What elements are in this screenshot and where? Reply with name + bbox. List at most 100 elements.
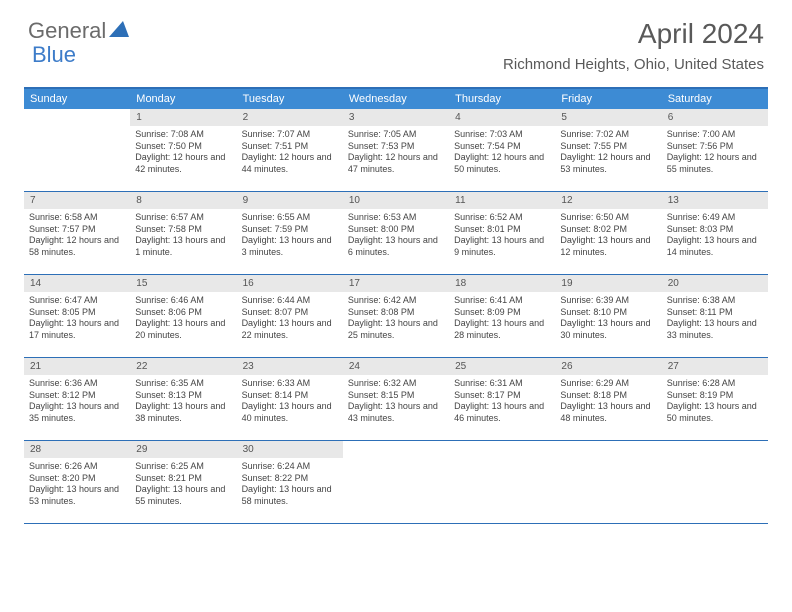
day-content: Sunrise: 6:50 AMSunset: 8:02 PMDaylight:… xyxy=(555,209,661,263)
day-number: 18 xyxy=(449,275,555,292)
day-cell: 3Sunrise: 7:05 AMSunset: 7:53 PMDaylight… xyxy=(343,109,449,191)
day-content: Sunrise: 6:42 AMSunset: 8:08 PMDaylight:… xyxy=(343,292,449,346)
week-row: 1Sunrise: 7:08 AMSunset: 7:50 PMDaylight… xyxy=(24,109,768,192)
sunset-text: Sunset: 7:55 PM xyxy=(560,141,656,153)
daylight-text: Daylight: 12 hours and 53 minutes. xyxy=(560,152,656,175)
day-content: Sunrise: 6:49 AMSunset: 8:03 PMDaylight:… xyxy=(662,209,768,263)
sunset-text: Sunset: 7:56 PM xyxy=(667,141,763,153)
day-content: Sunrise: 7:02 AMSunset: 7:55 PMDaylight:… xyxy=(555,126,661,180)
day-cell: 18Sunrise: 6:41 AMSunset: 8:09 PMDayligh… xyxy=(449,275,555,357)
day-content: Sunrise: 6:58 AMSunset: 7:57 PMDaylight:… xyxy=(24,209,130,263)
sunset-text: Sunset: 8:17 PM xyxy=(454,390,550,402)
sunset-text: Sunset: 8:08 PM xyxy=(348,307,444,319)
day-content: Sunrise: 6:35 AMSunset: 8:13 PMDaylight:… xyxy=(130,375,236,429)
day-content: Sunrise: 6:44 AMSunset: 8:07 PMDaylight:… xyxy=(237,292,343,346)
daylight-text: Daylight: 13 hours and 48 minutes. xyxy=(560,401,656,424)
sunset-text: Sunset: 8:02 PM xyxy=(560,224,656,236)
day-cell: 7Sunrise: 6:58 AMSunset: 7:57 PMDaylight… xyxy=(24,192,130,274)
day-content: Sunrise: 6:39 AMSunset: 8:10 PMDaylight:… xyxy=(555,292,661,346)
day-number: 28 xyxy=(24,441,130,458)
day-cell: 13Sunrise: 6:49 AMSunset: 8:03 PMDayligh… xyxy=(662,192,768,274)
day-cell: 4Sunrise: 7:03 AMSunset: 7:54 PMDaylight… xyxy=(449,109,555,191)
daylight-text: Daylight: 12 hours and 47 minutes. xyxy=(348,152,444,175)
sunset-text: Sunset: 8:03 PM xyxy=(667,224,763,236)
day-content: Sunrise: 6:28 AMSunset: 8:19 PMDaylight:… xyxy=(662,375,768,429)
day-cell xyxy=(449,441,555,523)
day-content: Sunrise: 6:25 AMSunset: 8:21 PMDaylight:… xyxy=(130,458,236,512)
sunrise-text: Sunrise: 6:31 AM xyxy=(454,378,550,390)
day-cell xyxy=(24,109,130,191)
day-content: Sunrise: 6:26 AMSunset: 8:20 PMDaylight:… xyxy=(24,458,130,512)
day-content: Sunrise: 6:53 AMSunset: 8:00 PMDaylight:… xyxy=(343,209,449,263)
day-number: 12 xyxy=(555,192,661,209)
logo-text-general: General xyxy=(28,18,106,44)
daylight-text: Daylight: 12 hours and 58 minutes. xyxy=(29,235,125,258)
day-number: 10 xyxy=(343,192,449,209)
sunset-text: Sunset: 8:12 PM xyxy=(29,390,125,402)
sunset-text: Sunset: 8:06 PM xyxy=(135,307,231,319)
day-content: Sunrise: 7:05 AMSunset: 7:53 PMDaylight:… xyxy=(343,126,449,180)
logo: General xyxy=(28,18,131,44)
day-content: Sunrise: 6:46 AMSunset: 8:06 PMDaylight:… xyxy=(130,292,236,346)
sunset-text: Sunset: 8:00 PM xyxy=(348,224,444,236)
sunrise-text: Sunrise: 6:35 AM xyxy=(135,378,231,390)
day-number: 3 xyxy=(343,109,449,126)
day-cell: 12Sunrise: 6:50 AMSunset: 8:02 PMDayligh… xyxy=(555,192,661,274)
day-number: 4 xyxy=(449,109,555,126)
sunrise-text: Sunrise: 6:42 AM xyxy=(348,295,444,307)
day-content: Sunrise: 6:31 AMSunset: 8:17 PMDaylight:… xyxy=(449,375,555,429)
day-number: 2 xyxy=(237,109,343,126)
day-content: Sunrise: 6:29 AMSunset: 8:18 PMDaylight:… xyxy=(555,375,661,429)
header: General April 2024 Richmond Heights, Ohi… xyxy=(0,0,792,77)
day-cell: 29Sunrise: 6:25 AMSunset: 8:21 PMDayligh… xyxy=(130,441,236,523)
sunrise-text: Sunrise: 7:05 AM xyxy=(348,129,444,141)
sunset-text: Sunset: 8:18 PM xyxy=(560,390,656,402)
sunrise-text: Sunrise: 6:38 AM xyxy=(667,295,763,307)
daylight-text: Daylight: 13 hours and 58 minutes. xyxy=(242,484,338,507)
day-cell: 6Sunrise: 7:00 AMSunset: 7:56 PMDaylight… xyxy=(662,109,768,191)
day-content: Sunrise: 6:47 AMSunset: 8:05 PMDaylight:… xyxy=(24,292,130,346)
sunset-text: Sunset: 7:54 PM xyxy=(454,141,550,153)
sunrise-text: Sunrise: 6:25 AM xyxy=(135,461,231,473)
daylight-text: Daylight: 13 hours and 53 minutes. xyxy=(29,484,125,507)
sunrise-text: Sunrise: 7:00 AM xyxy=(667,129,763,141)
sunset-text: Sunset: 7:50 PM xyxy=(135,141,231,153)
sunrise-text: Sunrise: 6:58 AM xyxy=(29,212,125,224)
day-cell: 11Sunrise: 6:52 AMSunset: 8:01 PMDayligh… xyxy=(449,192,555,274)
daylight-text: Daylight: 13 hours and 1 minute. xyxy=(135,235,231,258)
sunrise-text: Sunrise: 6:39 AM xyxy=(560,295,656,307)
sunrise-text: Sunrise: 6:36 AM xyxy=(29,378,125,390)
day-number: 24 xyxy=(343,358,449,375)
sunset-text: Sunset: 8:19 PM xyxy=(667,390,763,402)
day-number: 13 xyxy=(662,192,768,209)
daylight-text: Daylight: 13 hours and 22 minutes. xyxy=(242,318,338,341)
daylight-text: Daylight: 12 hours and 55 minutes. xyxy=(667,152,763,175)
daylight-text: Daylight: 13 hours and 46 minutes. xyxy=(454,401,550,424)
day-cell: 30Sunrise: 6:24 AMSunset: 8:22 PMDayligh… xyxy=(237,441,343,523)
day-cell: 24Sunrise: 6:32 AMSunset: 8:15 PMDayligh… xyxy=(343,358,449,440)
day-number: 17 xyxy=(343,275,449,292)
day-number: 16 xyxy=(237,275,343,292)
sunrise-text: Sunrise: 6:47 AM xyxy=(29,295,125,307)
daylight-text: Daylight: 13 hours and 12 minutes. xyxy=(560,235,656,258)
day-number: 7 xyxy=(24,192,130,209)
day-cell: 5Sunrise: 7:02 AMSunset: 7:55 PMDaylight… xyxy=(555,109,661,191)
daylight-text: Daylight: 13 hours and 14 minutes. xyxy=(667,235,763,258)
sunset-text: Sunset: 8:07 PM xyxy=(242,307,338,319)
day-number: 26 xyxy=(555,358,661,375)
day-content: Sunrise: 7:03 AMSunset: 7:54 PMDaylight:… xyxy=(449,126,555,180)
day-number: 14 xyxy=(24,275,130,292)
day-cell: 2Sunrise: 7:07 AMSunset: 7:51 PMDaylight… xyxy=(237,109,343,191)
daylight-text: Daylight: 13 hours and 17 minutes. xyxy=(29,318,125,341)
sunrise-text: Sunrise: 6:26 AM xyxy=(29,461,125,473)
sunset-text: Sunset: 8:22 PM xyxy=(242,473,338,485)
day-number: 8 xyxy=(130,192,236,209)
day-number: 27 xyxy=(662,358,768,375)
sunrise-text: Sunrise: 6:52 AM xyxy=(454,212,550,224)
day-cell: 9Sunrise: 6:55 AMSunset: 7:59 PMDaylight… xyxy=(237,192,343,274)
daylight-text: Daylight: 12 hours and 50 minutes. xyxy=(454,152,550,175)
daylight-text: Daylight: 13 hours and 30 minutes. xyxy=(560,318,656,341)
day-cell xyxy=(662,441,768,523)
week-row: 14Sunrise: 6:47 AMSunset: 8:05 PMDayligh… xyxy=(24,275,768,358)
sunrise-text: Sunrise: 6:53 AM xyxy=(348,212,444,224)
